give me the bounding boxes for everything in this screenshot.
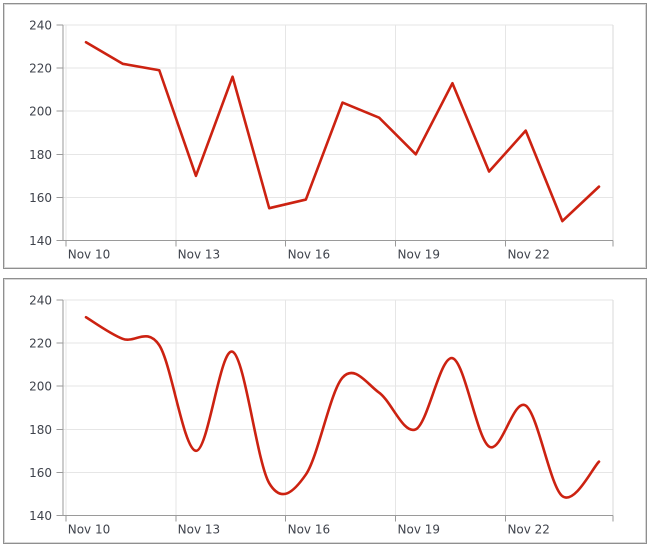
- y-axis-label: 200: [29, 105, 52, 119]
- y-axis-label: 240: [29, 294, 52, 308]
- series-line-spline: [84, 315, 601, 499]
- y-axis-label: 200: [29, 380, 52, 394]
- chart-panel-bottom: 240 220 200 180 160 140 Nov 10 Nov 13 Nov 16 Nov …: [3, 278, 647, 544]
- x-axis-label: Nov 16: [288, 523, 331, 537]
- y-axis-label: 220: [29, 62, 52, 76]
- x-axis-label: Nov 22: [507, 248, 550, 262]
- y-axis-label: 160: [29, 191, 52, 205]
- y-axis-label: 180: [29, 423, 52, 437]
- y-axis-label: 220: [29, 337, 52, 351]
- x-axis-label: Nov 22: [507, 523, 550, 537]
- chart-canvas-bottom-spline: 240 220 200 180 160 140 Nov 10 Nov 13 Nov 16 Nov …: [29, 294, 614, 537]
- y-axis-label: 140: [29, 509, 52, 523]
- y-axis-label: 180: [29, 148, 52, 162]
- x-axis-label: Nov 13: [178, 248, 221, 262]
- x-axis-label: Nov 13: [178, 523, 221, 537]
- series-line-linear: [84, 40, 601, 223]
- x-axis-label: Nov 16: [288, 248, 331, 262]
- chart-panel-top: 240 220 200 180 160 140 Nov 10 Nov 13 Nov 16 Nov …: [3, 3, 647, 269]
- x-axis-label: Nov 10: [68, 523, 111, 537]
- x-axis-label: Nov 19: [398, 523, 441, 537]
- y-axis-label: 140: [29, 234, 52, 248]
- y-axis-label: 160: [29, 466, 52, 480]
- y-axis-label: 240: [29, 19, 52, 33]
- x-axis-label: Nov 10: [68, 248, 111, 262]
- x-axis-label: Nov 19: [398, 248, 441, 262]
- chart-canvas-top-linear: 240 220 200 180 160 140 Nov 10 Nov 13 Nov 16 Nov …: [29, 19, 614, 262]
